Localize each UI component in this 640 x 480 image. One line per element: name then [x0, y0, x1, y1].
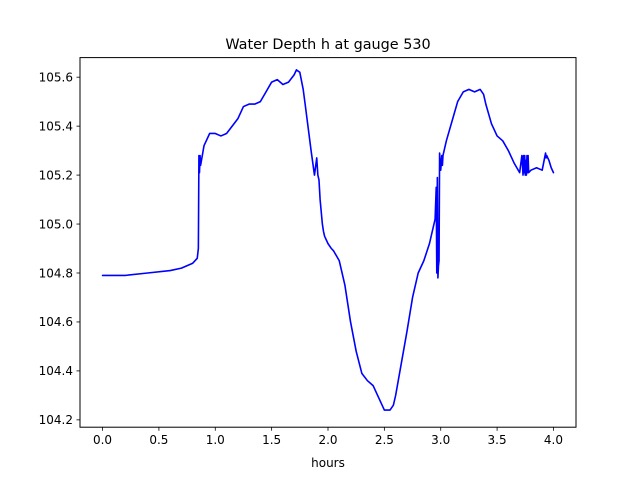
x-tick-label: 0.0	[93, 433, 112, 447]
x-axis-label: hours	[311, 456, 345, 470]
x-axis-ticks: 0.0 0.5 1.0 1.5 2.0 2.5 3.0 3.5 4.0	[93, 427, 563, 447]
y-axis-ticks: 104.2 104.4 104.6 104.8 105.0 105.2 105.4 105.6	[39, 70, 80, 427]
plot-frame	[79, 57, 577, 428]
y-tick-label: 104.6	[39, 315, 73, 329]
y-tick-label: 104.8	[39, 266, 73, 280]
x-tick-label: 2.5	[375, 433, 394, 447]
x-tick-label: 1.5	[262, 433, 281, 447]
x-tick-label: 0.5	[149, 433, 168, 447]
series-layer	[101, 69, 555, 411]
y-tick-label: 105.0	[39, 217, 73, 231]
y-tick-label: 105.6	[39, 70, 73, 84]
x-tick-label: 3.5	[488, 433, 507, 447]
x-tick-label: 1.0	[206, 433, 225, 447]
y-tick-label: 105.4	[39, 119, 73, 133]
x-tick-label: 3.0	[431, 433, 450, 447]
y-tick-label: 104.2	[39, 413, 73, 427]
y-tick-label: 104.4	[39, 364, 73, 378]
x-tick-label: 2.0	[318, 433, 337, 447]
y-tick-label: 105.2	[39, 168, 73, 182]
x-tick-label: 4.0	[544, 433, 563, 447]
series-line	[101, 69, 555, 411]
chart-title: Water Depth h at gauge 530	[225, 37, 430, 53]
